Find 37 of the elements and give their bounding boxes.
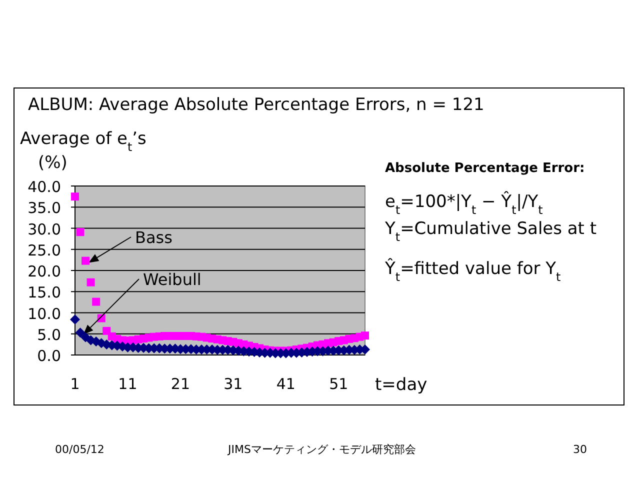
text: Absolute Percentage Error: (385, 161, 585, 176)
text: JIMSマーケティング・モデル研究部会 (227, 443, 416, 456)
text: e$_{t}$=100*|Y$_{t}$ − Ŷ$_{t}$|/Y$_{t}$ (385, 191, 544, 217)
x-tick-label: 21 (170, 375, 190, 393)
chart-title: ALBUM: Average Absolute Percentage Errors, n = 121 (28, 95, 484, 115)
text: (%) (38, 153, 68, 173)
y-tick-label: 35.0 (28, 199, 61, 218)
text: 00/05/12 (55, 443, 104, 456)
y-tick-label: 20.0 (28, 262, 61, 280)
y-tick-label: 5.0 (37, 326, 61, 344)
point (102, 326, 111, 335)
x-tick-label: 1 (70, 375, 80, 393)
y-tick-label: 40.0 (28, 178, 61, 196)
y-axis-title: Average of e$_{t}$’s (20, 129, 147, 154)
x-tick-label: 51 (329, 375, 348, 393)
point (70, 314, 80, 325)
point (76, 228, 84, 236)
point (82, 256, 90, 265)
point (361, 332, 369, 340)
point (75, 328, 86, 338)
x-tick-label: 11 (118, 375, 138, 393)
point (92, 298, 100, 306)
y-tick-label: 15.0 (28, 284, 61, 302)
point (86, 278, 95, 286)
text: Y$_{t}$=Cumulative Sales at t (384, 219, 597, 244)
text: Weibull (143, 270, 202, 289)
x-tick-label: 41 (276, 375, 296, 393)
y-tick-label: 0.0 (37, 347, 61, 365)
y-tick-label: 25.0 (28, 241, 61, 260)
y-tick-label: 10.0 (28, 304, 61, 323)
text: 30 (573, 443, 587, 456)
text: Ŷ$_{t}$=fitted value for Y$_{t}$ (384, 258, 562, 284)
y-tick-label: 30.0 (28, 220, 61, 238)
point (71, 192, 79, 201)
text: Bass (135, 228, 172, 247)
x-tick-label: 31 (224, 375, 243, 393)
x-axis-title: t=day (375, 375, 428, 395)
